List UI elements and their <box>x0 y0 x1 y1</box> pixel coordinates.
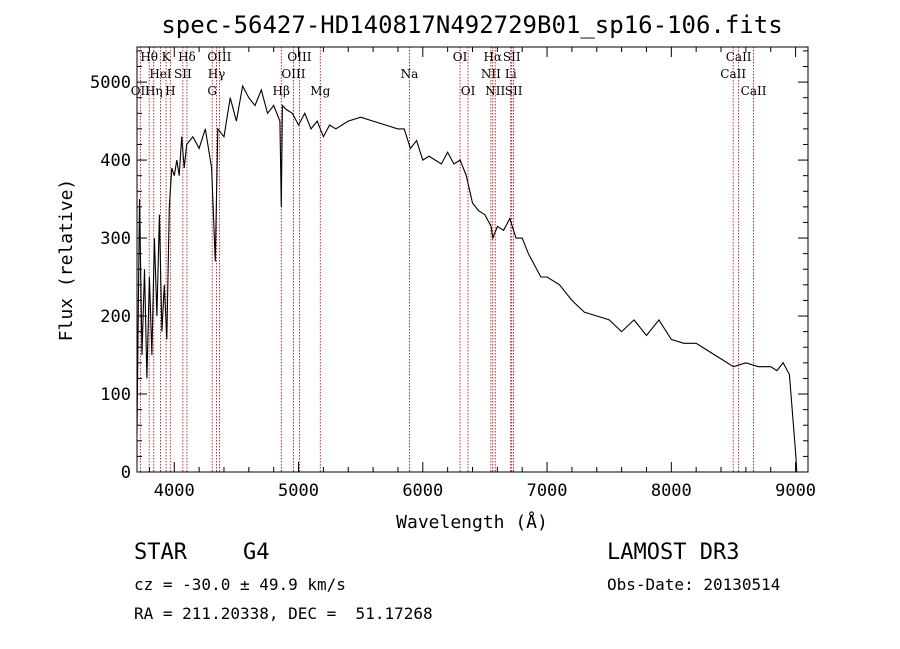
line-label-10: G <box>207 84 217 98</box>
y-tick-label-0: 0 <box>121 463 131 483</box>
line-label-19: NII <box>481 67 501 81</box>
line-label-11: OIII <box>287 50 311 64</box>
line-label-9: Hγ <box>208 67 226 81</box>
plot-frame <box>136 46 809 473</box>
axis-ticks: 4000 5000 6000 7000 8000 9000 0 100 200 300 400 500… <box>90 47 816 501</box>
line-label-3: HeI <box>149 67 172 81</box>
line-label-0: Hθ <box>140 50 158 64</box>
line-label-25: CaII <box>720 67 746 81</box>
line-label-6: H <box>165 84 175 98</box>
y-tick-label-4: 400 <box>100 151 131 171</box>
line-label-7: Hδ <box>178 50 196 64</box>
x-tick-label-2: 6000 <box>402 481 443 501</box>
spectrum-series-line <box>136 84 798 473</box>
x-tick-label-5: 9000 <box>775 481 816 501</box>
line-label-2: Hη <box>145 84 163 98</box>
line-label-15: Na <box>401 67 419 81</box>
line-label-20: NII <box>485 84 505 98</box>
object-class: STAR <box>134 540 187 565</box>
y-tick-label-5: 5000 <box>90 73 131 93</box>
line-label-22: Li <box>505 67 517 81</box>
x-tick-label-3: 7000 <box>527 481 568 501</box>
spectral-subclass: G4 <box>243 540 270 565</box>
line-label-12: OIII <box>281 67 305 81</box>
line-label-1: OII <box>131 84 151 98</box>
line-label-26: CaII <box>741 84 767 98</box>
y-tick-label-3: 300 <box>100 229 131 249</box>
x-axis-label: Wavelength (Å) <box>396 511 548 533</box>
line-label-14: Mg <box>310 84 330 98</box>
y-tick-label-1: 100 <box>100 385 131 405</box>
line-label-16: OI <box>453 50 468 64</box>
line-label-23: SII <box>505 84 523 98</box>
line-label-17: OI <box>461 84 476 98</box>
line-label-8: OIII <box>207 50 231 64</box>
line-label-24: CaII <box>726 50 752 64</box>
survey-name: LAMOST DR3 <box>607 540 740 565</box>
line-label-18: Hα <box>483 50 502 64</box>
coordinates: RA = 211.20338, DEC = 51.17268 <box>134 604 433 623</box>
spectral-line-markers <box>139 47 754 472</box>
y-tick-label-2: 200 <box>100 307 131 327</box>
y-axis-label: Flux (relative) <box>56 179 77 342</box>
redshift-velocity: cz = -30.0 ± 49.9 km/s <box>134 575 346 594</box>
line-label-13: Hβ <box>273 84 290 98</box>
line-label-5: SII <box>174 67 192 81</box>
observation-date: Obs-Date: 20130514 <box>607 575 781 594</box>
x-tick-label-4: 8000 <box>651 481 692 501</box>
chart-title: spec-56427-HD140817N492729B01_sp16-106.f… <box>161 11 782 39</box>
line-label-4: K <box>162 50 172 64</box>
x-tick-label-1: 5000 <box>278 481 319 501</box>
x-tick-label-0: 4000 <box>154 481 195 501</box>
spectrum-chart: spec-56427-HD140817N492729B01_sp16-106.f… <box>56 11 816 533</box>
line-label-21: SII <box>503 50 521 64</box>
